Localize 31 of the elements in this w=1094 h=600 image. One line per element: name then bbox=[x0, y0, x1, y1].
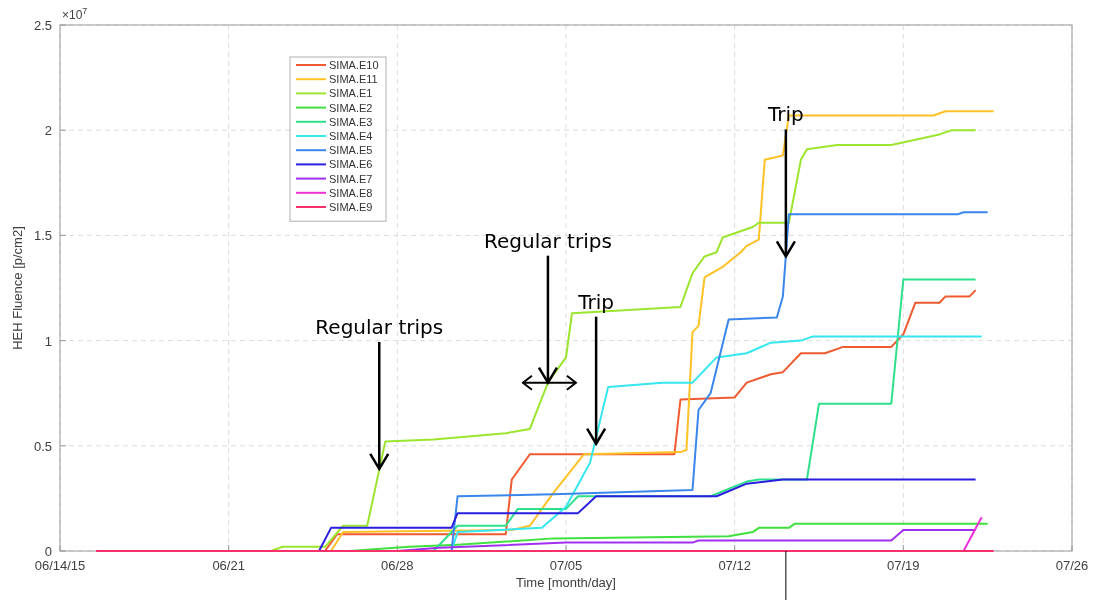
y-tick-label: 0 bbox=[44, 544, 52, 559]
x-tick-label: 06/28 bbox=[381, 558, 414, 573]
legend-label: SIMA.E8 bbox=[329, 186, 373, 199]
y-tick-label: 0.5 bbox=[33, 438, 52, 454]
x-tick-label: 06/14/15 bbox=[34, 558, 86, 573]
y-tick-label: 2 bbox=[44, 123, 52, 139]
x-tick-label: 07/12 bbox=[718, 558, 751, 573]
text: ×10$^{7}$ bbox=[62, 6, 88, 22]
legend-label: SIMA.E6 bbox=[329, 158, 373, 171]
legend-label: SIMA.E3 bbox=[329, 115, 373, 128]
y-tick-label: 2.5 bbox=[33, 18, 52, 33]
x-tick-label: 07/26 bbox=[1055, 558, 1089, 573]
y-tick-label: 1 bbox=[44, 333, 52, 349]
annotation: Trip bbox=[577, 289, 614, 314]
x-tick-label: 07/19 bbox=[887, 558, 920, 573]
annotation: Trip bbox=[766, 102, 804, 127]
x-axis-title: Time [month/day] bbox=[516, 575, 616, 590]
legend-label: SIMA.E4 bbox=[329, 130, 373, 142]
x-tick-label: 06/21 bbox=[212, 558, 245, 573]
y-tick-label: 1.5 bbox=[33, 228, 52, 244]
legend-label: SIMA.E9 bbox=[329, 201, 373, 213]
x-tick-label: 07/05 bbox=[549, 558, 583, 573]
legend-label: SIMA.E10 bbox=[329, 59, 379, 71]
y-axis-title: HEH Fluence [p/cm2] bbox=[10, 226, 25, 350]
legend-label: SIMA.E7 bbox=[329, 172, 373, 185]
annotation: Regular trips bbox=[484, 228, 612, 253]
legend-label: SIMA.E2 bbox=[329, 101, 373, 114]
legend-label: SIMA.E5 bbox=[329, 144, 373, 157]
legend-label: SIMA.E11 bbox=[329, 73, 378, 86]
annotation: Regular trips bbox=[315, 314, 444, 339]
legend-label: SIMA.E1 bbox=[329, 87, 373, 100]
